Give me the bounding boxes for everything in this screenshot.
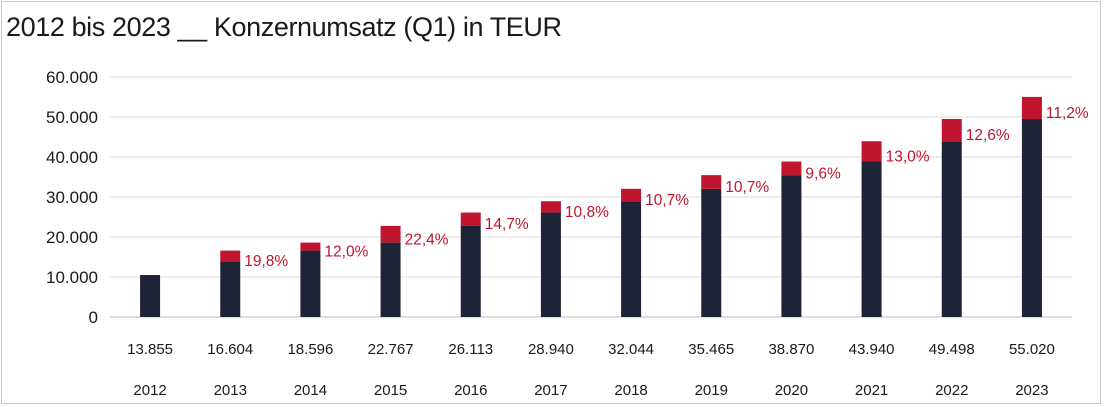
- x-tick-label: 2022: [935, 382, 968, 399]
- x-tick-label: 2016: [454, 382, 487, 399]
- x-tick-label: 2018: [614, 382, 647, 399]
- y-tick-label: 50.000: [46, 108, 98, 127]
- x-tick-label: 2021: [855, 382, 888, 399]
- y-tick-label: 40.000: [46, 148, 98, 167]
- growth-label: 12,0%: [324, 244, 368, 261]
- year-labels: 2012 2013 2014 2015 2016 2017 2018 2019 2020 2021…: [133, 382, 1048, 399]
- value-label: 43.940: [849, 341, 895, 358]
- bar-base: [1021, 119, 1042, 318]
- bar-growth: [1021, 96, 1042, 120]
- y-tick-label: 0: [89, 308, 98, 327]
- bar-growth: [701, 175, 722, 189]
- bar-growth: [300, 242, 321, 251]
- chart-title: 2012 bis 2023 __ Konzernumsatz (Q1) in T…: [6, 12, 562, 42]
- y-tick-label: 20.000: [46, 228, 98, 247]
- x-tick-label: 2020: [775, 382, 808, 399]
- growth-label: 9,6%: [805, 165, 841, 182]
- value-label: 26.113: [448, 341, 493, 358]
- growth-label: 13,0%: [886, 148, 930, 165]
- value-labels: 13.855 16.604 18.596 22.767 26.113 28.940 32.0…: [127, 341, 1055, 358]
- y-tick-label: 10.000: [46, 268, 98, 287]
- growth-label: 11,2%: [1046, 105, 1089, 122]
- growth-label: 22,4%: [405, 231, 449, 248]
- bar-growth: [460, 212, 481, 226]
- bar-base: [701, 188, 722, 317]
- bar-growth: [540, 201, 561, 213]
- growth-label: 10,8%: [565, 204, 609, 221]
- x-tick-label: 2019: [695, 382, 728, 399]
- bar-base: [300, 250, 321, 317]
- value-label: 55.020: [1009, 341, 1055, 358]
- bar-base: [781, 175, 802, 317]
- x-tick-label: 2014: [294, 382, 327, 399]
- value-label: 35.465: [688, 341, 734, 358]
- y-axis-tick-labels: 0 10.000 20.000 30.000 40.000 50.000 60.000: [46, 68, 98, 327]
- bar-base: [540, 212, 561, 317]
- growth-label: 10,7%: [645, 192, 689, 209]
- value-label: 16.604: [207, 341, 253, 358]
- value-label: 28.940: [528, 341, 574, 358]
- bar-base: [941, 141, 962, 317]
- bar-growth: [941, 119, 962, 142]
- growth-labels: 19,8% 12,0% 22,4% 14,7% 10,8% 10,7% 10,7% 9,6% 1…: [244, 105, 1089, 270]
- growth-label: 19,8%: [244, 253, 288, 270]
- x-tick-label: 2017: [534, 382, 567, 399]
- value-label: 49.498: [929, 341, 975, 358]
- bar-base: [460, 225, 481, 317]
- x-tick-label: 2012: [133, 382, 166, 399]
- bar-base: [140, 275, 161, 317]
- x-tick-label: 2015: [374, 382, 407, 399]
- value-label: 22.767: [368, 341, 414, 358]
- value-label: 32.044: [608, 341, 654, 358]
- bar-base: [220, 261, 241, 317]
- value-label: 38.870: [768, 341, 814, 358]
- y-tick-label: 30.000: [46, 188, 98, 207]
- value-label: 13.855: [127, 341, 173, 358]
- bar-base: [621, 201, 642, 317]
- y-tick-label: 60.000: [46, 68, 98, 87]
- bar-growth: [621, 188, 642, 202]
- bars: [140, 96, 1042, 318]
- bar-growth: [781, 161, 802, 176]
- bar-base: [861, 161, 882, 317]
- value-label: 18.596: [287, 341, 333, 358]
- x-tick-label: 2013: [214, 382, 247, 399]
- gridlines: [110, 76, 1072, 318]
- growth-label: 14,7%: [485, 216, 529, 233]
- bar-base: [380, 242, 401, 317]
- growth-label: 10,7%: [725, 179, 769, 196]
- bar-growth: [380, 225, 401, 243]
- x-tick-label: 2023: [1015, 382, 1048, 399]
- growth-label: 12,6%: [966, 127, 1010, 144]
- bar-growth: [220, 250, 241, 262]
- bar-growth: [861, 141, 882, 162]
